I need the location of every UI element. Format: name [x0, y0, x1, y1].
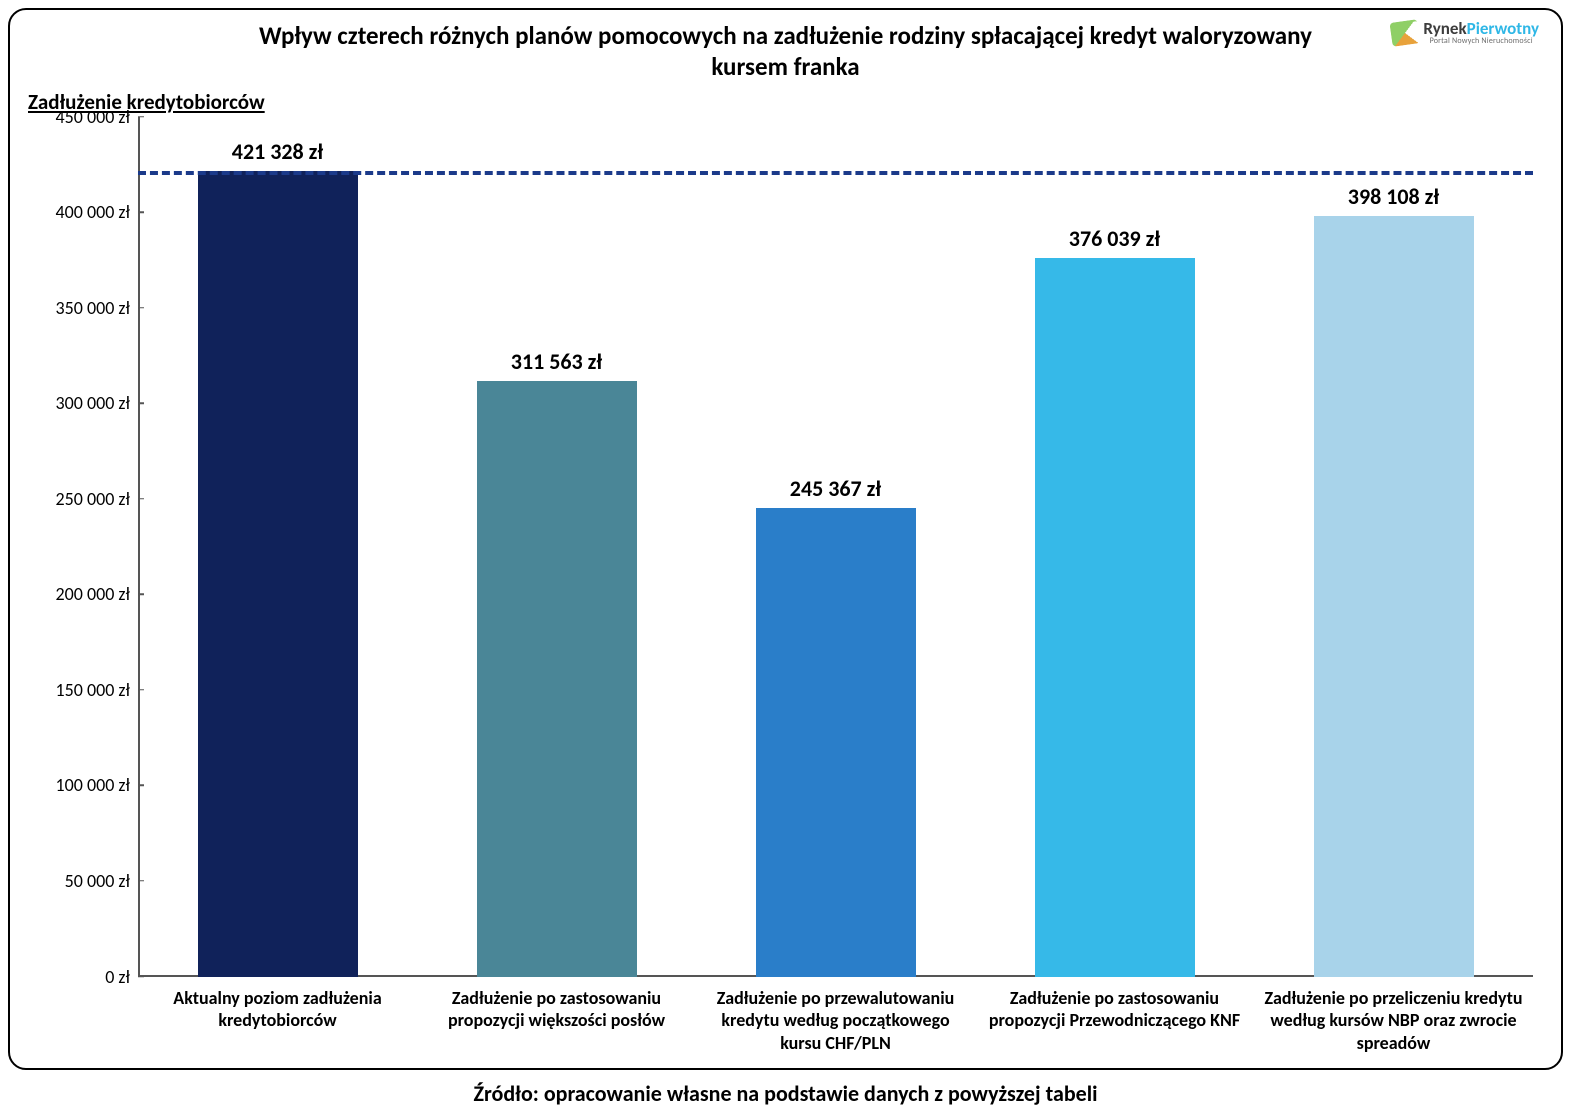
brand-tagline: Portal Nowych Nieruchomości [1423, 37, 1539, 45]
y-tick-label: 350 000 zł [30, 297, 130, 319]
bars-container: 421 328 zł 311 563 zł 245 367 zł 376 039 zł… [138, 117, 1533, 977]
bar-slot: 376 039 zł [975, 117, 1254, 977]
x-axis-labels: Aktualny poziom zadłużenia kredytobiorcó… [138, 987, 1533, 1055]
y-tick-label: 100 000 zł [30, 774, 130, 796]
x-category-label: Zadłużenie po przeliczeniu kredytu wedłu… [1254, 987, 1533, 1055]
bar: 398 108 zł [1314, 216, 1474, 977]
bar: 421 328 zł [198, 171, 358, 976]
bar-value-label: 245 367 zł [790, 475, 881, 502]
bar-value-label: 376 039 zł [1069, 225, 1160, 252]
bar: 245 367 zł [756, 508, 916, 977]
chart-title: Wpływ czterech różnych planów pomocowych… [236, 20, 1336, 83]
bar-value-label: 311 563 zł [511, 348, 602, 375]
chart-frame: Wpływ czterech różnych planów pomocowych… [8, 8, 1563, 1070]
bar: 376 039 zł [1035, 258, 1195, 977]
x-category-label: Zadłużenie po zastosowaniu propozycji Pr… [975, 987, 1254, 1055]
y-tick-mark [138, 594, 144, 596]
title-row: Wpływ czterech różnych planów pomocowych… [28, 20, 1543, 83]
bar-slot: 421 328 zł [138, 117, 417, 977]
y-tick-mark [138, 785, 144, 787]
brand-logo-icon [1390, 19, 1421, 47]
brand-logo: RynekPierwotny Portal Nowych Nieruchomoś… [1391, 20, 1539, 45]
brand-logo-text: RynekPierwotny Portal Nowych Nieruchomoś… [1423, 20, 1539, 45]
bar-slot: 398 108 zł [1254, 117, 1533, 977]
y-tick-label: 150 000 zł [30, 679, 130, 701]
bar: 311 563 zł [477, 381, 637, 976]
bar-value-label: 421 328 zł [232, 138, 323, 165]
y-tick-label: 0 zł [30, 966, 130, 988]
y-tick-mark [138, 498, 144, 500]
x-category-label: Zadłużenie po przewalutowaniu kredytu we… [696, 987, 975, 1055]
y-axis-label: Zadłużenie kredytobiorców [28, 89, 1543, 115]
source-caption: Źródło: opracowanie własne na podstawie … [8, 1080, 1563, 1107]
bar-slot: 311 563 zł [417, 117, 696, 977]
y-tick-label: 300 000 zł [30, 392, 130, 414]
y-axis: 0 zł50 000 zł100 000 zł150 000 zł200 000… [28, 117, 138, 977]
y-tick-label: 200 000 zł [30, 583, 130, 605]
y-tick-mark [138, 689, 144, 691]
y-tick-mark [138, 116, 144, 118]
y-tick-mark [138, 976, 144, 978]
x-category-label: Zadłużenie po zastosowaniu propozycji wi… [417, 987, 696, 1055]
y-tick-mark [138, 307, 144, 309]
bar-value-label: 398 108 zł [1348, 183, 1439, 210]
y-tick-label: 50 000 zł [30, 870, 130, 892]
y-tick-label: 400 000 zł [30, 201, 130, 223]
y-tick-label: 250 000 zł [30, 488, 130, 510]
plot-area: 0 zł50 000 zł100 000 zł150 000 zł200 000… [138, 117, 1533, 977]
y-tick-mark [138, 402, 144, 404]
y-tick-mark [138, 211, 144, 213]
x-category-label: Aktualny poziom zadłużenia kredytobiorcó… [138, 987, 417, 1055]
reference-line [138, 171, 1533, 175]
y-tick-label: 450 000 zł [30, 106, 130, 128]
y-tick-mark [138, 880, 144, 882]
bar-slot: 245 367 zł [696, 117, 975, 977]
